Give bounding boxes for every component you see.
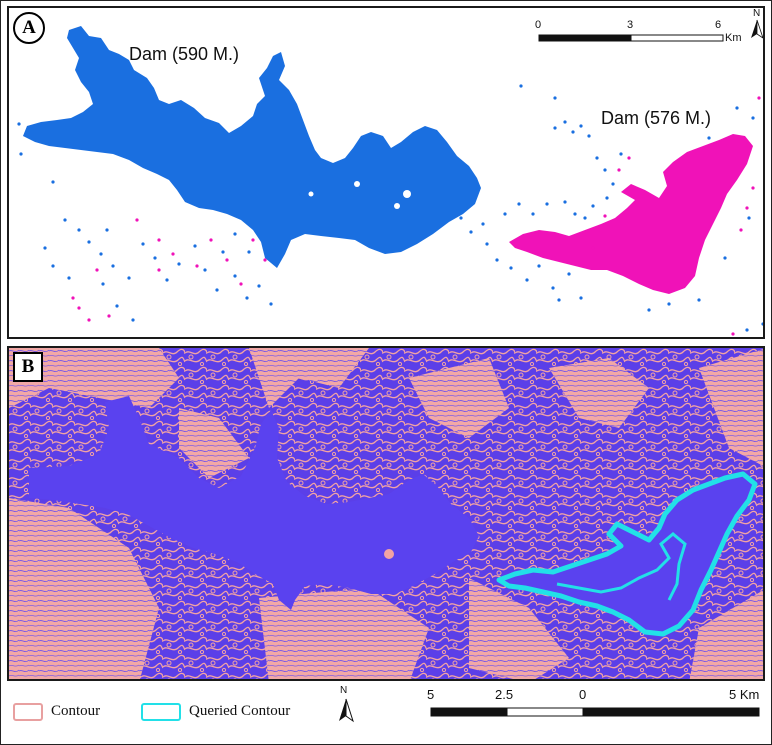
island	[308, 191, 314, 197]
panel-a-north-arrow	[751, 19, 763, 39]
island	[384, 549, 394, 559]
panel-a-map	[17, 19, 763, 336]
panel-b: B	[7, 346, 765, 681]
dam-576-reservoir	[509, 134, 753, 294]
scale-tick-3: 3	[627, 19, 634, 31]
island	[403, 190, 411, 198]
legend-contour-label: Contour	[51, 703, 101, 719]
scale-tick-6: 6	[715, 19, 722, 31]
north-label-a: N	[753, 8, 761, 19]
dam-590-label: Dam (590 M.)	[129, 44, 240, 64]
queried-lake	[499, 474, 755, 634]
legend: Contour Queried Contour N 5 2.5 0 5 Km	[7, 685, 765, 741]
panel-a: A	[7, 6, 765, 339]
panel-b-contour-map	[9, 348, 763, 679]
scatter-points-pink	[71, 96, 761, 336]
legend-queried-label: Queried Contour	[189, 703, 291, 719]
queried-swatch	[141, 703, 181, 721]
scale-unit: Km	[725, 32, 742, 44]
reservoir-lake	[29, 396, 479, 610]
dam-576-label: Dam (576 M.)	[601, 108, 712, 128]
island	[394, 203, 400, 209]
steep-terrain	[9, 348, 763, 679]
legend-scale-0: 0	[579, 687, 587, 702]
queried-contour-line	[496, 471, 758, 637]
panel-a-label: A	[13, 12, 45, 44]
island	[354, 181, 360, 187]
contour-swatch	[13, 703, 43, 721]
panel-a-scale-bar	[538, 34, 724, 42]
dam-590-reservoir	[23, 26, 481, 268]
legend-scale-2-5: 2.5	[495, 687, 514, 702]
panel-b-label: B	[13, 352, 43, 382]
legend-north-label: N	[340, 685, 348, 696]
legend-north-arrow	[339, 698, 354, 723]
legend-scale-5km: 5 Km	[729, 687, 760, 702]
legend-scale-5: 5	[427, 687, 435, 702]
scale-tick-0: 0	[535, 19, 542, 31]
legend-scale-bar	[430, 707, 760, 717]
scatter-points-blue	[17, 84, 763, 332]
queried-contour-inner	[556, 532, 687, 601]
